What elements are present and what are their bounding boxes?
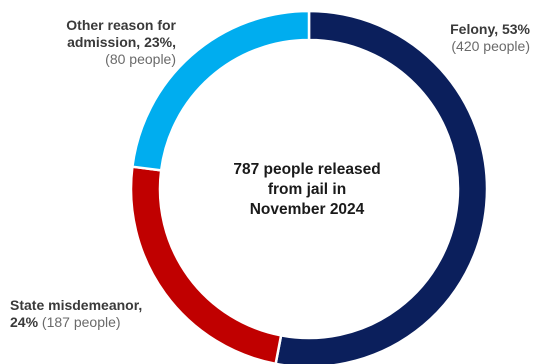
label-other-detail: (80 people) <box>105 51 176 67</box>
label-other-name-line-1: Other reason for <box>66 17 176 33</box>
center-label: 787 people released from jail in Novembe… <box>207 160 407 220</box>
label-other-name-line-2: admission, 23%, <box>67 34 176 50</box>
label-misdemeanor-pct: 24% <box>10 314 39 330</box>
label-misdemeanor-name: State misdemeanor, <box>10 297 143 313</box>
donut-slice-other-reason-for-admission <box>131 9 311 172</box>
donut-slice-felony <box>274 9 489 364</box>
label-state-misdemeanor: State misdemeanor, 24% (187 people) <box>10 297 142 331</box>
label-other-reason: Other reason for admission, 23%, (80 peo… <box>16 17 176 68</box>
center-label-line-1: 787 people released <box>233 161 381 178</box>
label-felony-name: Felony, 53% <box>450 21 530 37</box>
label-felony: Felony, 53% (420 people) <box>450 21 530 55</box>
center-label-line-2: from jail in <box>267 181 347 198</box>
label-felony-detail: (420 people) <box>451 38 530 54</box>
center-label-line-3: November 2024 <box>249 201 365 218</box>
label-misdemeanor-detail: (187 people) <box>41 314 121 330</box>
